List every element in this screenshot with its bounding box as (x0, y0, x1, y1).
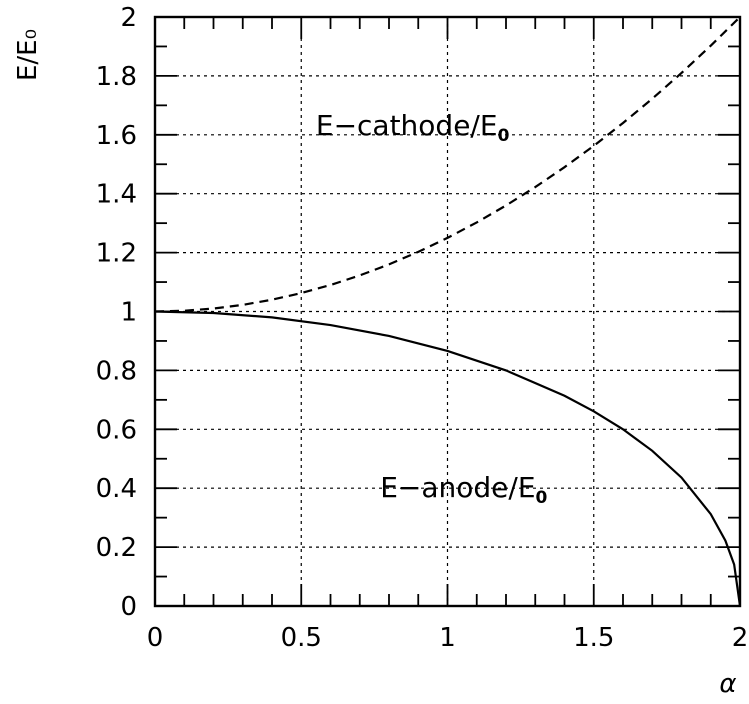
y-tick-label: 1.2 (96, 239, 137, 269)
y-tick-label: 1.4 (96, 180, 137, 210)
grid (155, 17, 740, 606)
y-tick-labels: 0 0.2 0.4 0.6 0.8 1 1.2 1.4 1.6 1.8 2 (96, 3, 137, 622)
y-tick-label: 0.8 (96, 356, 137, 386)
y-tick-label: 0.2 (96, 533, 137, 563)
x-tick-label: 1.5 (573, 623, 614, 653)
x-tick-label: 0 (147, 623, 164, 653)
label-cathode: E−cathode/E0 (316, 109, 510, 146)
annotations: E−cathode/E0 E−anode/E0 (316, 109, 548, 508)
y-tick-label: 1.6 (96, 121, 137, 151)
series-anode-line (154, 310, 742, 607)
series (154, 16, 742, 607)
x-tick-label: 0.5 (281, 623, 322, 653)
x-axis-label: α (719, 669, 736, 699)
x-tick-label: 1 (439, 623, 456, 653)
y-tick-label: 1.8 (96, 62, 137, 92)
y-axis-label: E/E₀ (13, 29, 43, 81)
x-tick-label: 2 (732, 623, 749, 653)
y-tick-label: 2 (120, 3, 137, 33)
x-tick-labels: 0 0.5 1 1.5 2 (147, 623, 749, 653)
y-tick-label: 0.6 (96, 415, 137, 445)
y-tick-label: 0 (120, 592, 137, 622)
label-anode: E−anode/E0 (380, 471, 547, 508)
series-cathode-line (154, 16, 741, 313)
y-tick-label: 1 (120, 298, 137, 328)
plot-frame (153, 15, 742, 608)
y-tick-label: 0.4 (96, 474, 137, 504)
